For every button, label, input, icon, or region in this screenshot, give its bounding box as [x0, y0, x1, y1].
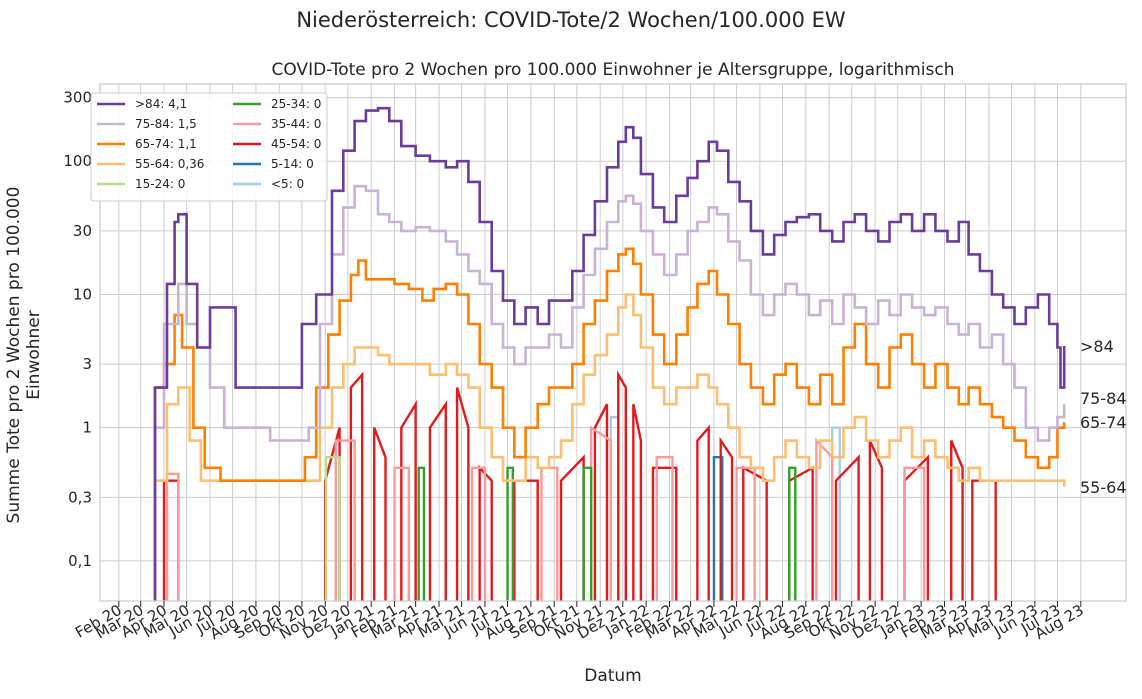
series-segment — [696, 424, 710, 601]
y-ticks: 0,1 0,3 1 3 10 30 100 300 — [63, 89, 92, 570]
chart-title: COVID-Tote pro 2 Wochen pro 100.000 Einw… — [271, 60, 955, 80]
legend-entry: 65-74: 1,1 — [135, 137, 197, 151]
series-segment — [559, 454, 585, 601]
series-segment — [971, 479, 997, 601]
series-35-44 — [165, 425, 926, 601]
series-segment — [393, 466, 411, 601]
series-segment — [950, 440, 964, 601]
series-segment — [655, 456, 674, 601]
series-segment — [506, 466, 515, 601]
series-segment — [373, 427, 387, 601]
legend: >84: 4,1 75-84: 1,5 65-74: 1,1 55-64: 0,36 1… — [90, 92, 328, 202]
series-lines — [153, 106, 1066, 601]
series-45-54 — [162, 370, 997, 601]
series-line — [153, 106, 1066, 601]
series-line — [153, 184, 1066, 601]
figure-title: Niederösterreich: COVID-Tote/2 Wochen/10… — [296, 8, 846, 32]
series-segment — [788, 465, 814, 601]
legend-box — [90, 92, 328, 202]
y-tick-label: 300 — [63, 89, 92, 107]
series-segment — [632, 403, 643, 601]
series-segment — [324, 456, 341, 601]
series-segment — [788, 466, 797, 601]
x-axis-label: Datum — [584, 666, 642, 686]
series-segment — [165, 472, 180, 601]
legend-entry: 25-34: 0 — [271, 97, 321, 111]
y-tick-label: 0,3 — [68, 488, 92, 506]
series-segment — [617, 370, 628, 601]
series-segment — [712, 456, 724, 601]
legend-entry: >84: 4,1 — [135, 97, 187, 111]
plot-frame — [99, 83, 1127, 602]
y-tick-label: 3 — [82, 355, 92, 373]
series-segment — [903, 466, 926, 601]
end-label: 75-84 — [1080, 389, 1127, 408]
series-55-64 — [153, 293, 1066, 601]
y-tick-label: 100 — [63, 152, 92, 170]
series->84 — [153, 106, 1066, 601]
end-labels: >84 75-84 65-74 55-64 — [1080, 337, 1127, 497]
series-segment — [349, 371, 364, 601]
series-segment — [815, 437, 834, 601]
end-label: >84 — [1080, 337, 1114, 356]
series-segment — [834, 454, 860, 601]
y-tick-label: 1 — [82, 419, 92, 437]
series-segment — [417, 466, 426, 601]
series-segment — [334, 439, 356, 601]
y-tick-label: 0,1 — [68, 552, 92, 570]
series-segment — [428, 400, 447, 601]
x-tick-label: Aug 23 — [1032, 601, 1087, 643]
series-25-34 — [417, 466, 797, 601]
legend-entry: 55-64: 0,36 — [135, 157, 204, 171]
series-line — [153, 247, 1066, 601]
series-segment — [540, 466, 559, 601]
legend-entry: 5-14: 0 — [271, 157, 314, 171]
legend-entry: 45-54: 0 — [271, 137, 321, 151]
legend-entry: 75-84: 1,5 — [135, 117, 197, 131]
series-segment — [719, 436, 734, 601]
series-segment — [400, 399, 417, 601]
series-5-14 — [712, 456, 724, 601]
series-75-84 — [153, 184, 1066, 601]
legend-entry: 15-24: 0 — [135, 177, 185, 191]
y-tick-label: 10 — [73, 285, 92, 303]
series-segment — [582, 466, 593, 601]
series-segment — [868, 440, 884, 601]
series-15-24 — [324, 456, 341, 601]
series-65-74 — [153, 247, 1066, 601]
series-segment — [324, 427, 341, 601]
legend-entry: 35-44: 0 — [271, 117, 321, 131]
y-tick-label: 30 — [73, 222, 92, 240]
series-segment — [513, 479, 539, 601]
end-label: 65-74 — [1080, 413, 1127, 432]
series-segment — [470, 466, 487, 601]
end-label: 55-64 — [1080, 478, 1127, 497]
series-segment — [455, 387, 470, 601]
series-line — [153, 293, 1066, 601]
series-segment — [651, 466, 678, 601]
series-segment — [735, 466, 756, 601]
legend-entry: <5: 0 — [271, 177, 304, 191]
series-segment — [593, 403, 609, 601]
